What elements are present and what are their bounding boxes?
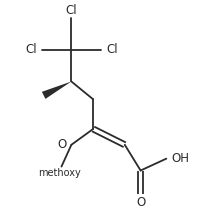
Text: Cl: Cl xyxy=(66,4,77,17)
Text: methoxy: methoxy xyxy=(38,168,81,177)
Text: OH: OH xyxy=(171,152,189,165)
Text: Cl: Cl xyxy=(25,43,37,56)
Text: Cl: Cl xyxy=(106,43,118,56)
Polygon shape xyxy=(42,81,71,99)
Text: O: O xyxy=(136,196,145,209)
Text: O: O xyxy=(57,138,66,151)
